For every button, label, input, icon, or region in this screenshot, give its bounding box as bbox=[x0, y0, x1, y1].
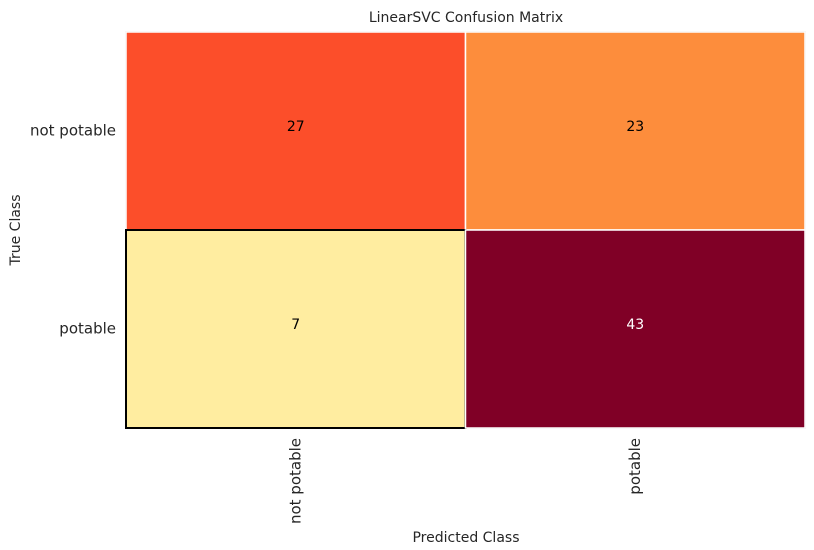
y-axis-label: True Class bbox=[8, 194, 24, 266]
x-tick-label: not potable bbox=[286, 438, 304, 524]
y-tick-label: potable bbox=[59, 320, 116, 338]
cell-value-label-r1-c1: 43 bbox=[626, 317, 644, 333]
cell-value-label-r0-c0: 27 bbox=[287, 119, 305, 135]
cell-value-label-r0-c1: 23 bbox=[626, 119, 644, 135]
heatmap-value-labels: 27 23 7 43 bbox=[287, 119, 644, 333]
heatmap-cell-r1-c1 bbox=[464, 229, 806, 429]
heatmap-cell-r0-c1 bbox=[464, 31, 806, 231]
y-axis-tick-labels: not potable potable bbox=[30, 122, 116, 338]
y-tick-label: not potable bbox=[30, 122, 116, 140]
x-axis-tick-labels: not potable potable bbox=[286, 438, 644, 524]
x-tick-label: potable bbox=[626, 438, 644, 495]
heatmap-cell-r1-c0 bbox=[125, 229, 467, 429]
cell-value-label-r1-c0: 7 bbox=[291, 317, 300, 333]
chart-title: LinearSVC Confusion Matrix bbox=[369, 10, 563, 26]
heatmap-cells bbox=[125, 31, 806, 429]
x-axis-label: Predicted Class bbox=[412, 530, 519, 546]
heatmap-cell-r0-c0 bbox=[125, 31, 467, 231]
